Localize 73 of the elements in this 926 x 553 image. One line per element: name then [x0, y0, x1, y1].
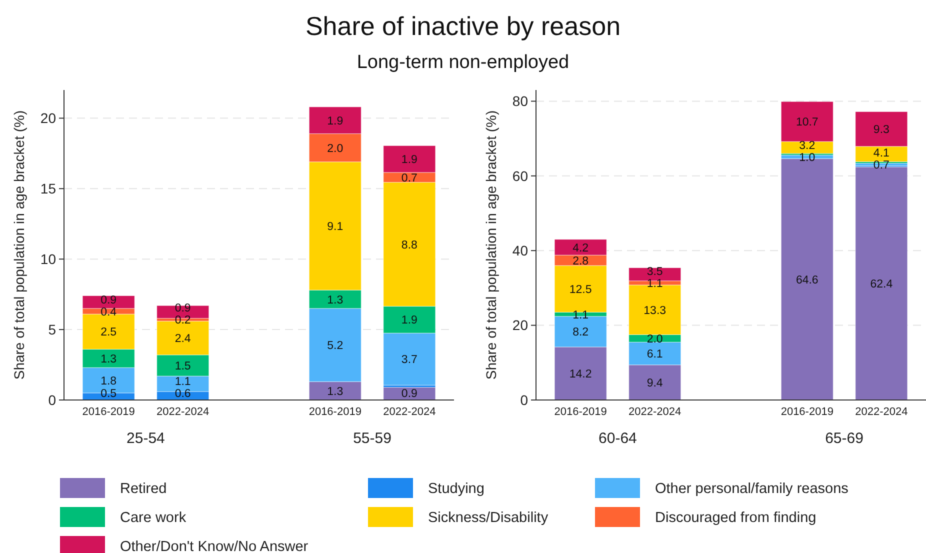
x-tick-label: 2016-2019 — [554, 406, 607, 418]
x-tick-label: 2022-2024 — [156, 406, 210, 418]
y-tick-label: 20 — [512, 317, 528, 334]
text: 55-59 — [353, 430, 392, 447]
chart-subtitle: Long-term non-employed — [356, 52, 570, 73]
x-tick-label: 2016-2019 — [780, 406, 834, 418]
data-label: 13.3 — [644, 304, 666, 317]
data-label: 12.5 — [569, 284, 592, 296]
data-label: 1.0 — [799, 152, 816, 164]
data-label: 1.3 — [327, 294, 344, 306]
legend-label: Other/Don't Know/No Answer — [120, 539, 308, 553]
y-tick-label: 0 — [520, 392, 528, 408]
y-tick-label: 15 — [40, 180, 56, 197]
data-label: 62.4 — [870, 278, 894, 290]
y-axis-title: Share of total population in age bracket (%) — [483, 110, 499, 380]
data-label: 1.3 — [100, 353, 117, 366]
data-label: 14.2 — [569, 368, 592, 381]
y-tick-label: 5 — [48, 321, 56, 338]
x-tick-label: 2016-2019 — [308, 406, 362, 418]
legend-label: Sickness/Disability — [428, 510, 549, 526]
y-tick-label: 40 — [512, 242, 528, 258]
data-label: 6.1 — [646, 348, 663, 361]
data-label: 8.8 — [401, 239, 418, 252]
data-label: 1.9 — [401, 154, 418, 166]
legend-label: Discouraged from finding — [655, 510, 816, 526]
x-tick-label: 2022-2024 — [628, 406, 682, 418]
legend-label: Care work — [120, 510, 187, 526]
data-label: 2.4 — [174, 333, 192, 346]
data-label: 2.0 — [327, 142, 344, 155]
y-tick-label: 60 — [512, 168, 528, 184]
legend-label: Other personal/family reasons — [655, 481, 848, 498]
data-label: 9.1 — [327, 221, 344, 233]
text: 25-54 — [126, 430, 165, 447]
data-label: 1.9 — [401, 314, 418, 327]
data-label: 2.5 — [100, 326, 117, 339]
data-label: 3.7 — [401, 354, 418, 366]
data-label: 9.3 — [873, 124, 890, 136]
legend-label: Studying — [428, 481, 484, 498]
text: 60-64 — [598, 430, 637, 447]
y-tick-label: 0 — [48, 392, 56, 408]
data-label: 9.4 — [646, 377, 664, 390]
data-label: 0.7 — [873, 160, 890, 172]
data-label: 0.5 — [100, 388, 117, 400]
data-label: 0.9 — [401, 388, 418, 400]
y-tick-label: 10 — [40, 250, 56, 267]
data-label: 3.2 — [799, 140, 816, 152]
text: 65-69 — [825, 430, 864, 447]
x-tick-label: 2022-2024 — [383, 406, 436, 418]
data-label: 3.5 — [646, 266, 663, 278]
data-label: 0.4 — [100, 306, 118, 318]
data-label: 5.2 — [327, 340, 344, 352]
x-tick-label: 2016-2019 — [82, 406, 135, 418]
data-label: 1.9 — [327, 115, 344, 128]
data-label: 1.8 — [100, 375, 117, 388]
data-label: 1.1 — [646, 278, 663, 290]
data-label: 4.1 — [873, 148, 890, 160]
data-label: 64.6 — [796, 274, 818, 286]
y-axis-title: Share of total population in age bracket (%) — [11, 110, 27, 380]
legend-label: Retired — [120, 481, 167, 498]
data-label: 4.2 — [572, 242, 589, 254]
data-label: 8.2 — [572, 326, 589, 339]
data-label: 0.9 — [100, 294, 117, 306]
data-label: 2.8 — [572, 255, 589, 268]
data-label: 1.1 — [174, 376, 191, 388]
data-label: 1.3 — [327, 386, 344, 398]
x-tick-label: 2022-2024 — [855, 406, 908, 418]
data-label: 0.9 — [174, 302, 191, 315]
data-label: 0.7 — [401, 172, 418, 184]
chart-title: Share of inactive by reason — [305, 11, 621, 41]
y-tick-label: 80 — [512, 93, 528, 110]
data-label: 10.7 — [796, 116, 818, 129]
y-tick-label: 20 — [40, 110, 56, 126]
data-label: 1.5 — [174, 360, 191, 372]
